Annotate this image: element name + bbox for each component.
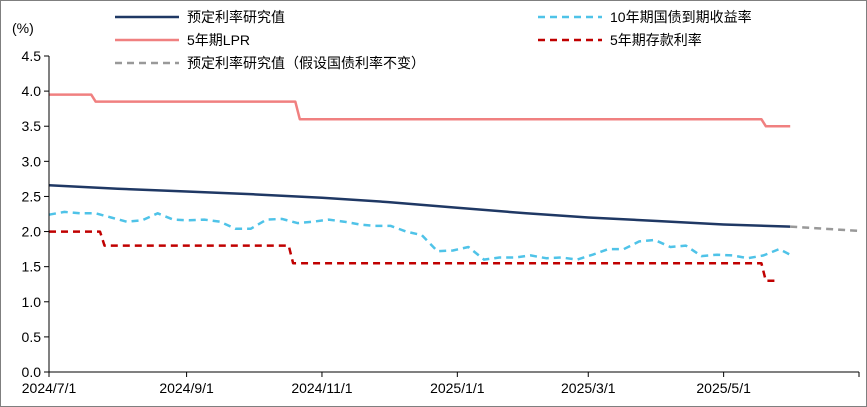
legend-label-2: 预定利率研究值（假设国债利率不变）: [187, 55, 425, 71]
legend-label-0: 预定利率研究值: [187, 9, 285, 25]
x-tick-label: 2025/1/1: [430, 380, 485, 396]
y-tick-label: 3.0: [22, 153, 42, 169]
series-line-1: [49, 93, 791, 128]
x-tick-label: 2025/3/1: [561, 380, 616, 396]
x-tick-label: 2024/11/1: [291, 380, 352, 396]
y-axis-unit-label: (%): [12, 20, 34, 36]
y-tick-label: 1.5: [22, 259, 42, 275]
x-tick-label: 2024/9/1: [159, 380, 214, 396]
legend-label-1: 5年期LPR: [187, 32, 250, 48]
series-line-3: [48, 210, 791, 261]
legend: 预定利率研究值 10年期国债到期收益率 5年期LPR 5年期存款利率预定利率研究值（假…: [115, 9, 752, 71]
y-tick-label: 4.0: [22, 83, 42, 99]
y-tick-label: 0.0: [22, 364, 42, 380]
legend-label-3: 10年期国债到期收益率: [610, 9, 752, 25]
y-tick-label: 3.5: [22, 118, 42, 134]
series-line-0: [48, 183, 791, 228]
plot-area: [48, 93, 860, 282]
series-line-4: [49, 230, 775, 282]
axes: 0.0 0.5 1.0 1.5 2.0 2.5 3.0 3.5 4.0 4.5 2024/7/1 20…: [22, 48, 860, 396]
y-tick-label: 2.5: [22, 188, 42, 204]
y-tick-label: 0.5: [22, 329, 42, 345]
legend-label-4: 5年期存款利率: [610, 32, 702, 48]
series-line-2: [790, 225, 860, 233]
y-tick-label: 4.5: [22, 48, 42, 64]
x-tick-label: 2024/7/1: [22, 380, 77, 396]
y-tick-label: 2.0: [22, 224, 42, 240]
y-tick-label: 1.0: [22, 294, 42, 310]
x-tick-label: 2025/5/1: [696, 380, 751, 396]
